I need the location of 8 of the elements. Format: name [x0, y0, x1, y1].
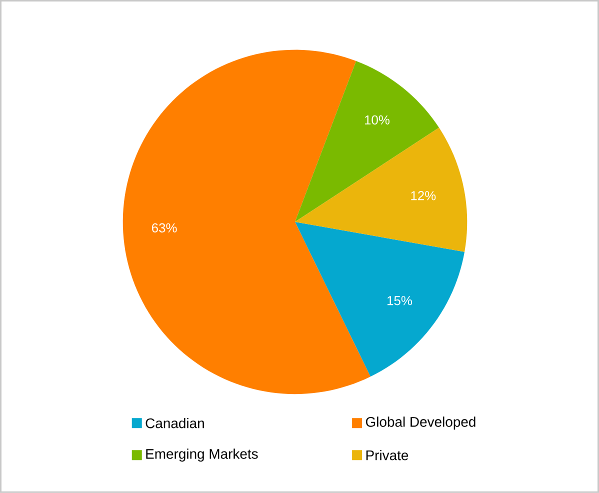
data-label: 15% [388, 296, 412, 306]
data-label: 12% [411, 191, 436, 200]
legend-label: Canadian [146, 418, 204, 428]
legend-label: Emerging Markets [146, 448, 258, 462]
data-label: 63% [152, 223, 177, 232]
data-label: 10% [364, 115, 390, 125]
legend-label: Global Developed [366, 416, 476, 430]
legend-label: Private [366, 450, 408, 460]
